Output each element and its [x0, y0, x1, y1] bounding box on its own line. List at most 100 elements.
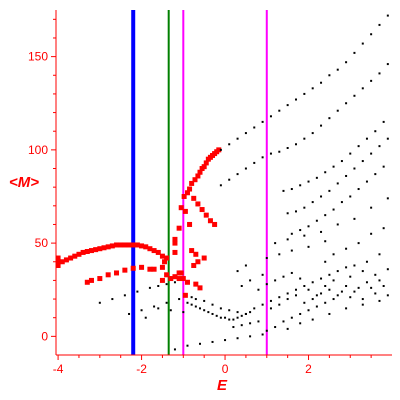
small-black-point [236, 311, 239, 314]
small-black-point [211, 312, 214, 315]
small-black-point [340, 290, 343, 293]
small-black-point [165, 283, 168, 286]
small-black-point [332, 165, 335, 168]
small-black-point [365, 180, 368, 183]
large-red-point [182, 292, 188, 298]
small-black-point [240, 285, 243, 287]
large-red-point [201, 164, 207, 170]
small-black-point [274, 279, 277, 282]
small-black-point [257, 320, 260, 323]
small-black-point [320, 124, 323, 127]
large-red-point [184, 190, 190, 196]
small-black-point [386, 197, 389, 200]
large-red-point [203, 160, 209, 166]
x-tick-label: -2 [136, 362, 147, 376]
large-red-point [88, 277, 94, 283]
small-black-point [374, 130, 377, 133]
small-black-point [311, 132, 314, 135]
small-black-point [370, 206, 373, 209]
small-black-point [303, 234, 306, 237]
small-black-point [357, 188, 360, 191]
large-red-point [130, 265, 136, 271]
small-black-point [374, 173, 377, 176]
small-black-point [299, 184, 302, 187]
small-black-point [320, 277, 323, 280]
small-black-point [173, 281, 176, 284]
small-black-point [244, 167, 247, 170]
large-red-point [181, 193, 187, 199]
large-red-point [216, 147, 222, 153]
small-black-point [303, 137, 306, 140]
small-black-point [286, 212, 289, 215]
small-black-point [307, 225, 310, 228]
small-black-point [370, 232, 373, 235]
small-black-point [324, 214, 327, 217]
small-black-point [136, 290, 139, 293]
small-black-point [265, 329, 268, 332]
small-black-point [123, 294, 126, 297]
small-black-point [365, 137, 368, 140]
small-black-point [307, 309, 310, 312]
small-black-point [357, 242, 360, 245]
large-red-point [151, 266, 157, 272]
large-red-point [109, 243, 115, 249]
small-black-point [340, 201, 343, 204]
small-black-point [290, 232, 293, 235]
small-black-point [299, 277, 302, 280]
small-black-point [286, 327, 289, 330]
data-points [55, 14, 389, 351]
x-axis-title: E [217, 377, 228, 394]
large-red-point [162, 259, 168, 265]
small-black-point [378, 72, 381, 75]
small-black-point [286, 147, 289, 149]
large-red-point [189, 248, 195, 254]
small-black-point [303, 301, 306, 304]
small-black-point [207, 311, 210, 314]
small-black-point [370, 152, 373, 155]
large-red-point [195, 173, 201, 179]
large-red-point [55, 259, 61, 265]
small-black-point [269, 152, 272, 155]
small-black-point [236, 337, 239, 340]
large-red-point [147, 266, 153, 272]
small-black-point [303, 206, 306, 209]
small-black-point [299, 322, 302, 325]
large-red-point [114, 242, 120, 248]
large-red-point [139, 243, 145, 249]
large-red-point [84, 279, 90, 285]
small-black-point [349, 296, 352, 299]
small-black-point [153, 305, 156, 308]
small-black-point [228, 309, 231, 312]
large-red-point [176, 225, 182, 231]
small-black-point [236, 316, 239, 319]
small-black-point [328, 288, 331, 291]
small-black-point [203, 299, 206, 302]
small-black-point [244, 132, 247, 135]
small-black-point [336, 294, 339, 297]
small-black-point [303, 285, 306, 287]
small-black-point [332, 298, 335, 301]
large-red-point [164, 255, 170, 261]
small-black-point [374, 292, 377, 295]
small-black-point [311, 201, 314, 204]
large-red-point [207, 218, 213, 224]
small-black-point [386, 137, 389, 140]
large-red-point [203, 212, 209, 218]
large-red-point [182, 208, 188, 214]
small-black-point [282, 320, 285, 323]
small-black-point [361, 298, 364, 301]
large-red-point [180, 276, 186, 282]
large-red-point [193, 251, 199, 257]
large-red-point [55, 255, 61, 261]
small-black-point [386, 14, 389, 17]
small-black-point [361, 87, 364, 90]
small-black-point [278, 150, 281, 153]
small-black-point [357, 145, 360, 148]
small-black-point [165, 301, 168, 304]
small-black-point [382, 227, 385, 230]
small-black-point [328, 74, 331, 77]
small-black-point [249, 322, 252, 325]
small-black-point [173, 348, 176, 351]
small-black-point [232, 326, 235, 329]
small-black-point [148, 286, 151, 289]
